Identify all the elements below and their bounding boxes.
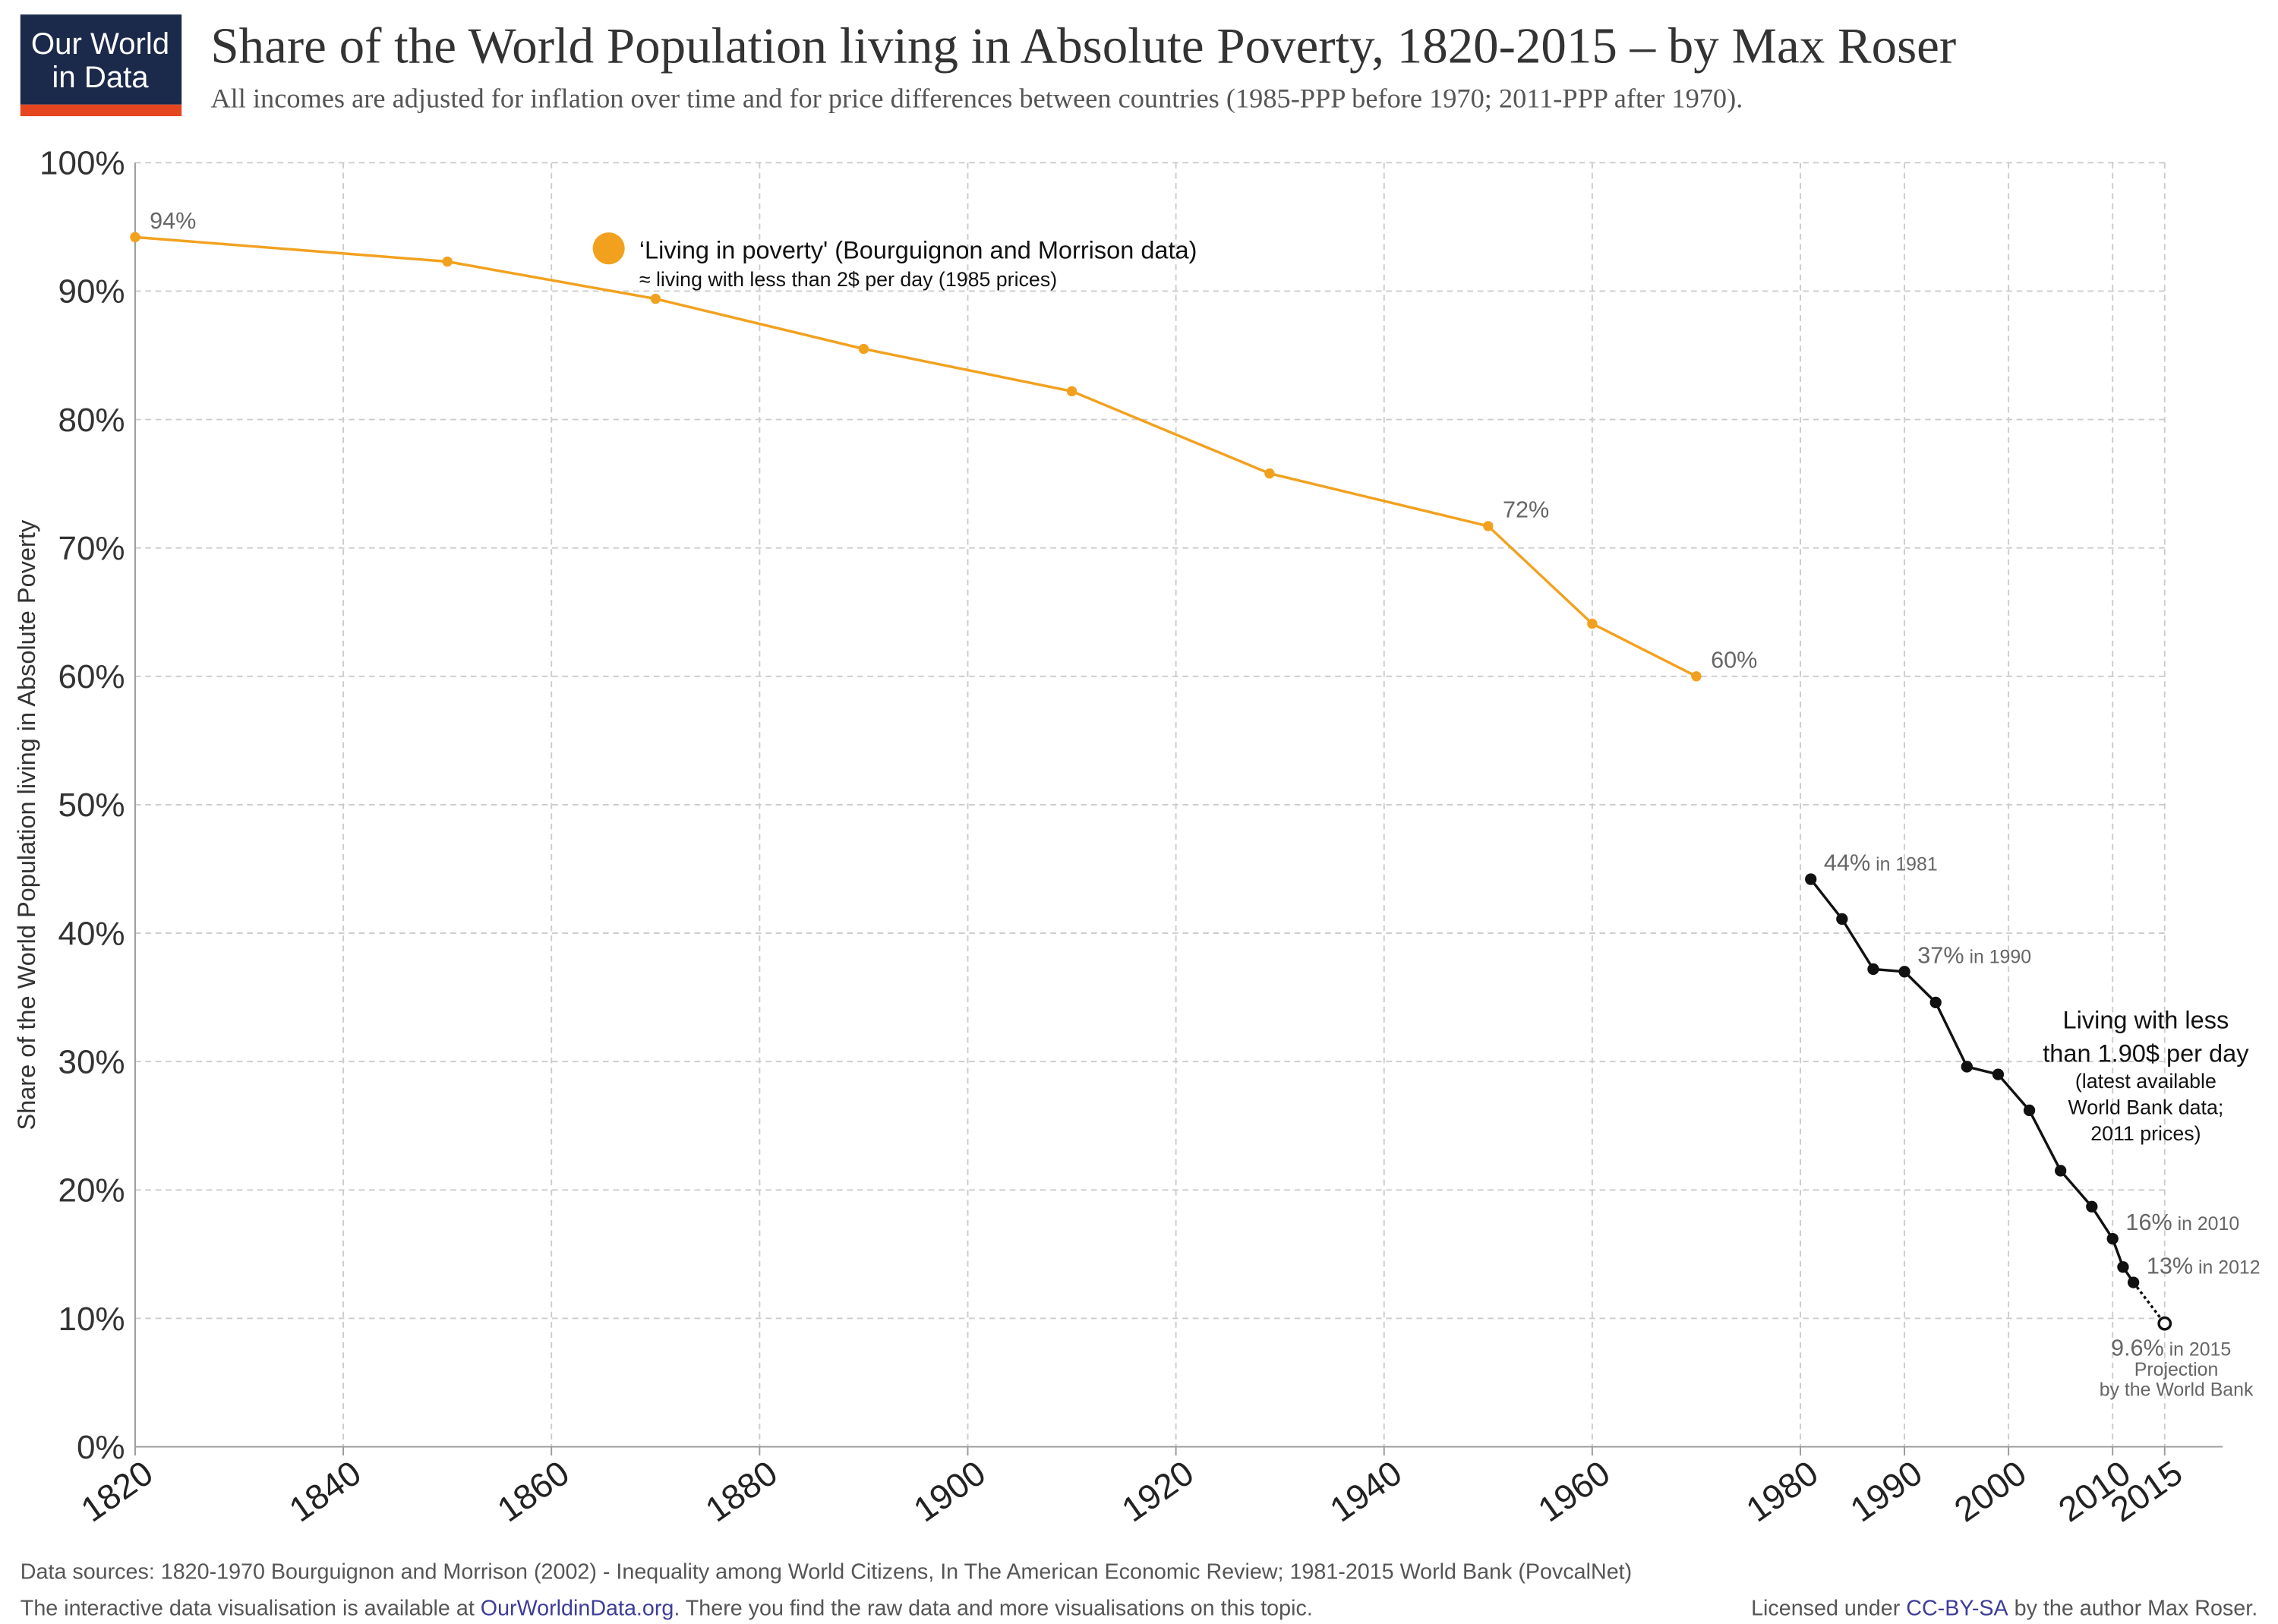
x-tick-label: 2000 <box>1947 1452 2033 1529</box>
x-tick-label: 1900 <box>907 1452 992 1529</box>
logo-box <box>20 14 182 105</box>
series-label: than 1.90$ per day <box>2043 1040 2249 1067</box>
data-point <box>1961 1061 1973 1073</box>
y-tick-label: 60% <box>58 658 125 695</box>
footer-sources: Data sources: 1820-1970 Bourguignon and … <box>21 1560 1632 1585</box>
series-note: World Bank data; <box>2068 1096 2223 1118</box>
y-tick-label: 50% <box>58 787 125 824</box>
chart-subtitle: All incomes are adjusted for inflation o… <box>210 84 1743 114</box>
footer-text: Licensed under <box>1751 1597 1906 1621</box>
data-point <box>130 232 140 243</box>
data-label-note: in 1981 <box>1870 854 1937 875</box>
data-point <box>858 343 869 355</box>
data-point <box>650 293 661 304</box>
data-label: 44% in 1981 <box>1824 850 1938 876</box>
projection-note: by the World Bank <box>2100 1380 2254 1401</box>
footer-text: by the author Max Roser. <box>2008 1597 2257 1621</box>
data-point <box>2106 1232 2119 1245</box>
y-tick-label: 40% <box>58 915 125 952</box>
chart-title: Share of the World Population living in … <box>210 17 1956 74</box>
data-label-note: in 2015 <box>2164 1339 2231 1360</box>
footer-text: . There you find the raw data and more v… <box>674 1597 1312 1621</box>
data-point <box>2055 1165 2067 1177</box>
x-tick-label: 1990 <box>1843 1452 1929 1529</box>
x-tick-label: 1960 <box>1531 1452 1617 1529</box>
data-label-value: 9.6% <box>2111 1335 2164 1361</box>
data-point <box>1867 963 1879 976</box>
y-axis-label: Share of the World Population living in … <box>13 519 40 1130</box>
footer-text: The interactive data visualisation is av… <box>21 1597 481 1621</box>
y-tick-label: 100% <box>39 145 125 182</box>
series-note: (latest available <box>2075 1070 2216 1093</box>
footer-interactive: The interactive data visualisation is av… <box>21 1597 1313 1621</box>
logo-text: in Data <box>52 60 149 94</box>
data-point <box>1264 468 1275 479</box>
data-label: 94% <box>150 208 196 234</box>
x-tick-label: 1980 <box>1739 1452 1825 1529</box>
data-label: 9.6% in 2015 <box>2111 1335 2231 1361</box>
data-label-value: 13% <box>2147 1253 2193 1279</box>
projection-note: Projection <box>2134 1359 2219 1380</box>
x-tick-label: 1880 <box>698 1452 784 1529</box>
data-point <box>2117 1261 2129 1273</box>
x-tick-label: 1860 <box>490 1452 576 1529</box>
data-label: 16% in 2010 <box>2125 1209 2239 1235</box>
data-point <box>1929 996 1942 1009</box>
series-line <box>134 235 1697 678</box>
data-point <box>2157 1316 2172 1331</box>
y-tick-label: 0% <box>77 1429 125 1466</box>
logo-text: Our World <box>31 27 169 61</box>
projection-line <box>2132 1282 2166 1325</box>
data-point <box>2127 1276 2140 1288</box>
data-point <box>1691 671 1702 682</box>
data-label-note: in 2010 <box>2172 1213 2239 1235</box>
x-tick-label: 1940 <box>1323 1452 1409 1529</box>
data-label: 72% <box>1503 497 1549 522</box>
data-point <box>2023 1104 2036 1117</box>
footer-license: Licensed under CC-BY-SA by the author Ma… <box>1751 1597 2257 1621</box>
y-tick-label: 20% <box>58 1172 125 1209</box>
y-tick-label: 80% <box>58 402 125 439</box>
data-point <box>1587 618 1598 629</box>
data-label: 37% in 1990 <box>1917 942 2031 968</box>
series-label: Living with less <box>2063 1007 2229 1034</box>
logo-stripe <box>20 104 182 117</box>
data-label-value: 44% <box>1824 850 1870 876</box>
legend-note: ≈ living with less than 2$ per day (1985… <box>639 268 1057 291</box>
data-point <box>2086 1200 2098 1212</box>
data-point <box>1992 1068 2005 1080</box>
data-point <box>1483 521 1494 531</box>
legend-label: ‘Living in poverty' (Bourguignon and Mor… <box>639 237 1197 264</box>
y-tick-label: 70% <box>58 530 125 567</box>
x-tick-label: 1840 <box>282 1452 368 1529</box>
footer-link[interactable]: OurWorldinData.org <box>481 1597 674 1621</box>
y-tick-label: 30% <box>58 1044 125 1081</box>
data-point <box>1805 873 1817 885</box>
data-label-value: 16% <box>2125 1209 2172 1235</box>
legend-marker <box>592 232 625 265</box>
data-label-value: 37% <box>1917 942 1964 968</box>
data-point <box>1836 913 1848 926</box>
footer-link[interactable]: CC-BY-SA <box>1906 1597 2008 1621</box>
data-label-note: in 2012 <box>2193 1257 2260 1279</box>
y-tick-label: 90% <box>58 273 125 311</box>
data-label-note: in 1990 <box>1964 946 2031 967</box>
data-point <box>1898 966 1910 978</box>
data-point <box>442 256 453 267</box>
data-label: 60% <box>1711 647 1757 673</box>
series-note: 2011 prices) <box>2090 1122 2201 1145</box>
x-tick-label: 1920 <box>1115 1452 1201 1529</box>
data-label: 13% in 2012 <box>2147 1253 2261 1279</box>
y-tick-label: 10% <box>58 1301 125 1338</box>
data-point <box>1066 386 1077 397</box>
